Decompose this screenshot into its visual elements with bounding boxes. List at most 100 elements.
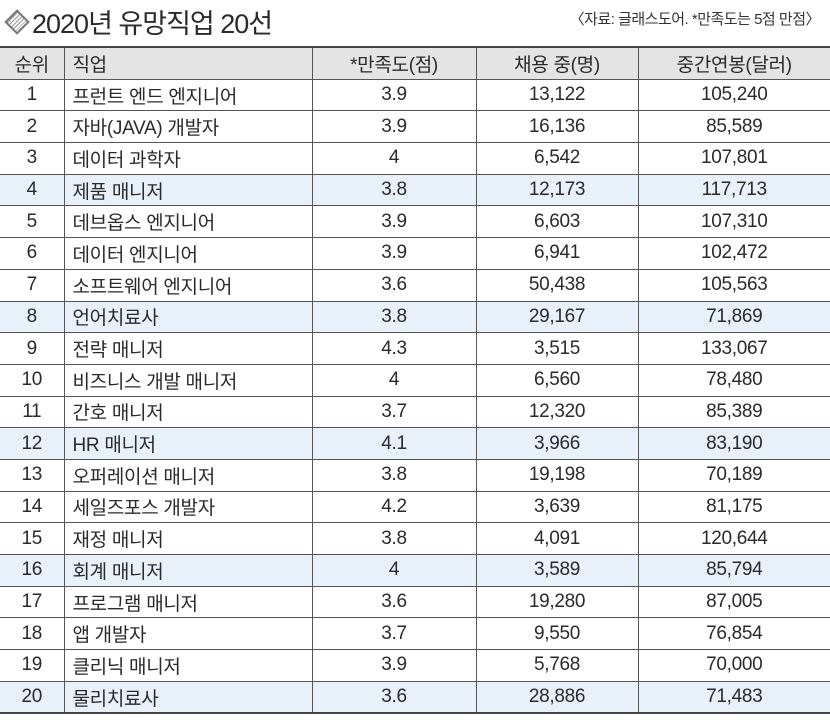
- cell-job: 프로그램 매니저: [63, 586, 312, 619]
- cell-satisfaction: 3.9: [311, 110, 476, 144]
- table-header-row: 순위 직업 *만족도(점) 채용 중(명) 중간연봉(달러): [0, 47, 830, 80]
- title-text: 2020년 유망직업 20선: [32, 9, 273, 39]
- table-row: 14 세일즈포스 개발자 4.2 3,639 81,175: [0, 491, 830, 524]
- cell-rank: 3: [0, 142, 64, 175]
- cell-openings: 13,122: [475, 79, 638, 112]
- cell-openings: 3,639: [475, 491, 638, 524]
- cell-openings: 29,167: [475, 301, 638, 334]
- table-row: 20 물리치료사 3.6 28,886 71,483: [0, 681, 830, 715]
- table-row: 9 전략 매니저 4.3 3,515 133,067: [0, 332, 830, 365]
- cell-rank: 13: [0, 459, 64, 492]
- cell-openings: 6,941: [475, 237, 638, 270]
- cell-openings: 19,280: [475, 586, 638, 619]
- table-row: 8 언어치료사 3.8 29,167 71,869: [0, 301, 830, 334]
- header-job: 직업: [63, 47, 312, 80]
- cell-salary: 83,190: [637, 427, 830, 460]
- jobs-table: 순위 직업 *만족도(점) 채용 중(명) 중간연봉(달러) 1 프런트 엔드 엔…: [0, 46, 830, 715]
- cell-job: 물리치료사: [63, 681, 312, 715]
- cell-salary: 107,801: [637, 142, 830, 175]
- cell-job: 언어치료사: [63, 301, 312, 334]
- cell-salary: 107,310: [637, 205, 830, 239]
- cell-job: 자바(JAVA) 개발자: [63, 110, 312, 144]
- cell-salary: 102,472: [637, 237, 830, 270]
- cell-satisfaction: 3.9: [311, 205, 476, 239]
- cell-satisfaction: 4.2: [311, 491, 476, 524]
- table-row: 15 재정 매니저 3.8 4,091 120,644: [0, 522, 830, 555]
- cell-job: 소프트웨어 엔지니어: [63, 269, 312, 302]
- cell-job: 데이터 과학자: [63, 142, 312, 175]
- cell-rank: 6: [0, 237, 64, 270]
- cell-openings: 6,542: [475, 142, 638, 175]
- cell-job: 클리닉 매니저: [63, 649, 312, 682]
- table-row: 19 클리닉 매니저 3.9 5,768 70,000: [0, 649, 830, 682]
- cell-salary: 71,483: [637, 681, 830, 715]
- cell-job: HR 매니저: [63, 427, 312, 460]
- cell-openings: 9,550: [475, 617, 638, 651]
- table-row: 18 앱 개발자 3.7 9,550 76,854: [0, 617, 830, 651]
- table-row: 7 소프트웨어 엔지니어 3.6 50,438 105,563: [0, 269, 830, 302]
- table-row: 1 프런트 엔드 엔지니어 3.9 13,122 105,240: [0, 79, 830, 112]
- cell-rank: 4: [0, 174, 64, 207]
- header-satisfaction: *만족도(점): [311, 47, 476, 80]
- cell-salary: 117,713: [637, 174, 830, 207]
- header-openings: 채용 중(명): [475, 47, 638, 80]
- cell-salary: 120,644: [637, 522, 830, 555]
- cell-openings: 12,320: [475, 396, 638, 429]
- cell-openings: 3,515: [475, 332, 638, 365]
- cell-rank: 16: [0, 554, 64, 587]
- table-row: 11 간호 매니저 3.7 12,320 85,389: [0, 396, 830, 429]
- cell-salary: 85,589: [637, 110, 830, 144]
- header-salary: 중간연봉(달러): [637, 47, 830, 80]
- cell-openings: 5,768: [475, 649, 638, 682]
- cell-satisfaction: 3.6: [311, 586, 476, 619]
- cell-satisfaction: 4: [311, 142, 476, 175]
- cell-satisfaction: 3.9: [311, 237, 476, 270]
- cell-satisfaction: 4.3: [311, 332, 476, 365]
- table-row: 16 회계 매니저 4 3,589 85,794: [0, 554, 830, 587]
- cell-job: 프런트 엔드 엔지니어: [63, 79, 312, 112]
- cell-openings: 6,603: [475, 205, 638, 239]
- page-title: 2020년 유망직업 20선: [4, 2, 273, 41]
- cell-salary: 81,175: [637, 491, 830, 524]
- table-row: 12 HR 매니저 4.1 3,966 83,190: [0, 427, 830, 460]
- cell-job: 재정 매니저: [63, 522, 312, 555]
- cell-satisfaction: 4: [311, 554, 476, 587]
- cell-satisfaction: 3.8: [311, 174, 476, 207]
- cell-salary: 76,854: [637, 617, 830, 651]
- cell-salary: 85,389: [637, 396, 830, 429]
- cell-satisfaction: 3.7: [311, 617, 476, 651]
- cell-job: 비즈니스 개발 매니저: [63, 364, 312, 397]
- cell-salary: 78,480: [637, 364, 830, 397]
- table-row: 4 제품 매니저 3.8 12,173 117,713: [0, 174, 830, 207]
- cell-salary: 105,563: [637, 269, 830, 302]
- cell-rank: 14: [0, 491, 64, 524]
- cell-rank: 5: [0, 205, 64, 239]
- cell-salary: 133,067: [637, 332, 830, 365]
- cell-salary: 105,240: [637, 79, 830, 112]
- cell-satisfaction: 3.6: [311, 681, 476, 715]
- cell-job: 전략 매니저: [63, 332, 312, 365]
- source-note: 〈자료: 글래스도어. *만족도는 5점 만점〉: [569, 11, 821, 28]
- cell-satisfaction: 3.6: [311, 269, 476, 302]
- cell-satisfaction: 3.9: [311, 649, 476, 682]
- cell-rank: 19: [0, 649, 64, 682]
- table-row: 3 데이터 과학자 4 6,542 107,801: [0, 142, 830, 175]
- cell-salary: 70,000: [637, 649, 830, 682]
- cell-job: 앱 개발자: [63, 617, 312, 651]
- cell-salary: 87,005: [637, 586, 830, 619]
- table-row: 13 오퍼레이션 매니저 3.8 19,198 70,189: [0, 459, 830, 492]
- cell-rank: 12: [0, 427, 64, 460]
- cell-satisfaction: 4.1: [311, 427, 476, 460]
- cell-salary: 70,189: [637, 459, 830, 492]
- cell-rank: 15: [0, 522, 64, 555]
- cell-rank: 7: [0, 269, 64, 302]
- cell-satisfaction: 3.9: [311, 79, 476, 112]
- cell-rank: 11: [0, 396, 64, 429]
- header-rank: 순위: [0, 47, 64, 80]
- table-row: 2 자바(JAVA) 개발자 3.9 16,136 85,589: [0, 110, 830, 144]
- cell-satisfaction: 3.8: [311, 522, 476, 555]
- cell-job: 간호 매니저: [63, 396, 312, 429]
- cell-job: 회계 매니저: [63, 554, 312, 587]
- cell-satisfaction: 3.8: [311, 459, 476, 492]
- table-row: 5 데브옵스 엔지니어 3.9 6,603 107,310: [0, 205, 830, 239]
